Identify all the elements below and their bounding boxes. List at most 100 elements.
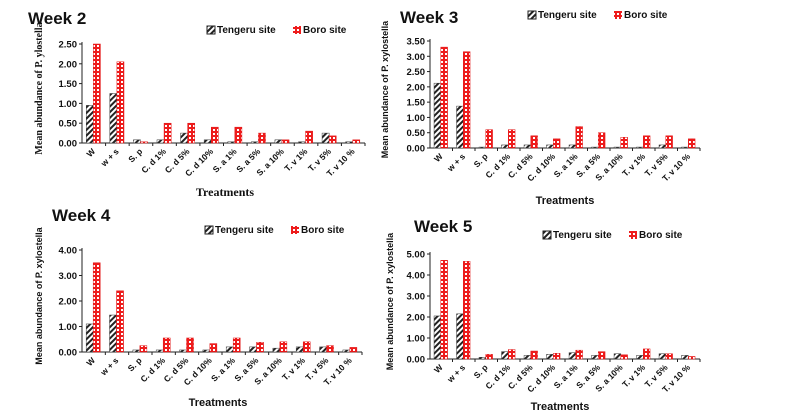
bar-tengeru bbox=[272, 347, 281, 353]
legend-swatch-tengeru bbox=[204, 225, 214, 235]
y-tick-label: 2.00 bbox=[59, 59, 78, 70]
y-tick-label: 2.00 bbox=[407, 82, 426, 93]
bar-boro bbox=[232, 337, 241, 353]
bar-tengeru bbox=[227, 141, 236, 144]
bar-boro bbox=[688, 356, 696, 360]
y-tick-label: 0.50 bbox=[407, 128, 426, 139]
y-tick-label: 0.00 bbox=[407, 355, 426, 366]
bar-boro bbox=[116, 290, 124, 353]
bar-tengeru bbox=[501, 144, 509, 149]
bar-tengeru bbox=[298, 141, 306, 144]
bar-boro bbox=[620, 354, 628, 360]
bar-boro bbox=[234, 126, 243, 144]
bar-tengeru bbox=[478, 146, 487, 149]
y-tick-label: 3.00 bbox=[59, 271, 78, 282]
bar-boro bbox=[162, 337, 171, 353]
bar-boro bbox=[209, 343, 218, 353]
bar-boro bbox=[485, 129, 493, 149]
bar-tengeru bbox=[225, 346, 234, 353]
chart-week-5: Week 5 Tengeru site Boro site 0.00 1.00 2.00 3… bbox=[385, 217, 701, 413]
y-tick-label: 1.00 bbox=[59, 322, 78, 333]
bar-boro bbox=[302, 341, 311, 353]
x-category-label: W bbox=[84, 355, 97, 368]
bar-tengeru bbox=[109, 93, 118, 144]
y-tick-label: 1.50 bbox=[59, 79, 78, 90]
bar-boro bbox=[553, 353, 561, 360]
bar-boro bbox=[440, 260, 448, 360]
y-axis-label: Mean abundance of P. xylostella bbox=[380, 20, 390, 158]
bar-tengeru bbox=[658, 144, 667, 149]
bar-boro bbox=[463, 51, 471, 149]
chart-week-4: Week 4 Tengeru site Boro site 0.00 1.00 2.00 3… bbox=[34, 206, 363, 409]
bar-boro bbox=[665, 353, 673, 360]
y-tick-label: 3.50 bbox=[407, 37, 426, 48]
x-category-label: S. a 1% bbox=[209, 355, 237, 383]
bar-tengeru bbox=[202, 349, 211, 353]
bar-boro bbox=[305, 130, 313, 144]
chart-title: Week 3 bbox=[400, 8, 458, 27]
bar-boro bbox=[92, 262, 101, 353]
y-tick-label: 1.00 bbox=[59, 99, 78, 110]
bar-tengeru bbox=[681, 146, 689, 149]
y-tick-label: 3.00 bbox=[407, 52, 426, 63]
bar-tengeru bbox=[203, 139, 212, 144]
bar-tengeru bbox=[249, 346, 257, 353]
bar-boro bbox=[352, 139, 361, 144]
bar-boro bbox=[349, 347, 358, 353]
y-tick-label: 1.00 bbox=[407, 113, 426, 124]
x-category-label: S. p bbox=[126, 146, 144, 164]
bar-boro bbox=[553, 138, 561, 149]
bar-tengeru bbox=[345, 141, 353, 144]
bar-boro bbox=[326, 345, 334, 353]
bar-tengeru bbox=[251, 141, 259, 144]
bar-tengeru bbox=[613, 353, 622, 360]
bar-boro bbox=[620, 137, 628, 149]
y-tick-label: 5.00 bbox=[407, 250, 426, 261]
bar-boro bbox=[140, 141, 148, 144]
bar-tengeru bbox=[591, 146, 599, 149]
bar-tengeru bbox=[523, 355, 532, 360]
bar-tengeru bbox=[568, 352, 577, 360]
y-tick-label: 1.50 bbox=[407, 98, 426, 109]
y-tick-label: 0.00 bbox=[59, 139, 78, 150]
bar-tengeru bbox=[319, 346, 327, 353]
bar-tengeru bbox=[274, 139, 283, 144]
bar-boro bbox=[328, 135, 337, 144]
x-category-label: T. v 1% bbox=[620, 362, 647, 389]
x-category-label: C. d 1% bbox=[139, 146, 168, 175]
x-axis-label: Treatments bbox=[536, 195, 595, 207]
bar-boro bbox=[210, 126, 219, 144]
bar-tengeru bbox=[321, 132, 330, 144]
bar-tengeru bbox=[156, 139, 165, 144]
x-category-label: w + s bbox=[445, 362, 468, 385]
bar-boro bbox=[186, 337, 194, 353]
y-tick-label: 1.00 bbox=[407, 334, 426, 345]
bar-boro bbox=[598, 351, 606, 360]
bar-boro bbox=[575, 349, 583, 360]
bar-boro bbox=[508, 129, 516, 149]
bar-tengeru bbox=[295, 346, 304, 353]
bar-boro bbox=[530, 135, 538, 149]
x-category-label: w + s bbox=[445, 151, 468, 174]
bar-boro bbox=[485, 354, 493, 360]
bar-boro bbox=[463, 261, 471, 360]
bar-boro bbox=[643, 135, 651, 149]
bar-tengeru bbox=[613, 146, 622, 149]
bar-tengeru bbox=[179, 349, 187, 353]
bar-boro bbox=[598, 132, 606, 149]
legend-label-boro: Boro site bbox=[624, 10, 668, 21]
bar-tengeru bbox=[546, 144, 554, 149]
y-tick-label: 2.50 bbox=[59, 40, 78, 51]
x-category-label: S. a 1% bbox=[211, 146, 239, 174]
legend-label-tengeru: Tengeru site bbox=[538, 10, 597, 21]
bar-tengeru bbox=[85, 105, 94, 144]
legend-swatch-tengeru bbox=[206, 25, 216, 35]
x-category-label: S. p bbox=[472, 151, 490, 169]
bar-tengeru bbox=[132, 349, 141, 353]
x-category-label: S. p bbox=[126, 355, 144, 373]
bar-tengeru bbox=[636, 355, 644, 360]
bar-tengeru bbox=[456, 105, 464, 149]
chart-title: Week 2 bbox=[28, 9, 86, 28]
